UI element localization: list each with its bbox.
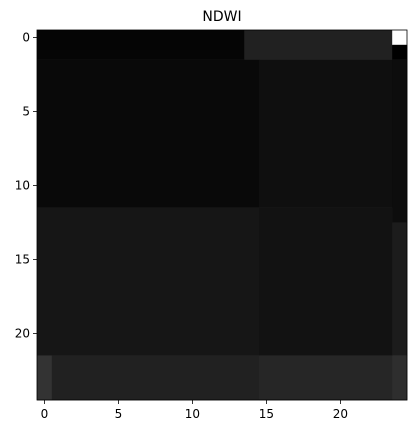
heatmap-region xyxy=(51,355,260,401)
heatmap-region xyxy=(259,355,393,401)
heatmap-region xyxy=(37,30,245,60)
heatmap-region xyxy=(392,355,408,401)
x-tick-label: 10 xyxy=(185,407,200,421)
y-tick-label: 10 xyxy=(15,178,30,192)
x-tick-label: 5 xyxy=(115,407,123,421)
x-axis: 0 5 10 15 20 xyxy=(41,400,348,421)
y-tick-label: 15 xyxy=(15,252,30,266)
heatmap-region xyxy=(392,44,408,60)
x-tick-label: 15 xyxy=(259,407,274,421)
x-tick-label: 0 xyxy=(41,407,49,421)
heatmap-region xyxy=(37,207,260,356)
heatmap-region xyxy=(37,59,260,208)
y-tick-label: 20 xyxy=(15,326,30,340)
heatmap-region xyxy=(244,30,393,60)
heatmap-region xyxy=(259,207,393,356)
plot-frame xyxy=(36,29,408,401)
heatmap-region xyxy=(392,30,408,46)
heatmap-region xyxy=(259,59,393,208)
heatmap-region xyxy=(392,59,408,223)
heatmap-region xyxy=(37,355,53,401)
y-tick-label: 5 xyxy=(22,104,30,118)
chart-title: NDWI xyxy=(202,9,241,25)
heatmap-cells xyxy=(37,30,408,401)
x-tick-label: 20 xyxy=(333,407,348,421)
heatmap-region xyxy=(392,222,408,356)
y-axis: 0 5 10 15 20 xyxy=(15,30,37,340)
y-tick-label: 0 xyxy=(22,30,30,44)
